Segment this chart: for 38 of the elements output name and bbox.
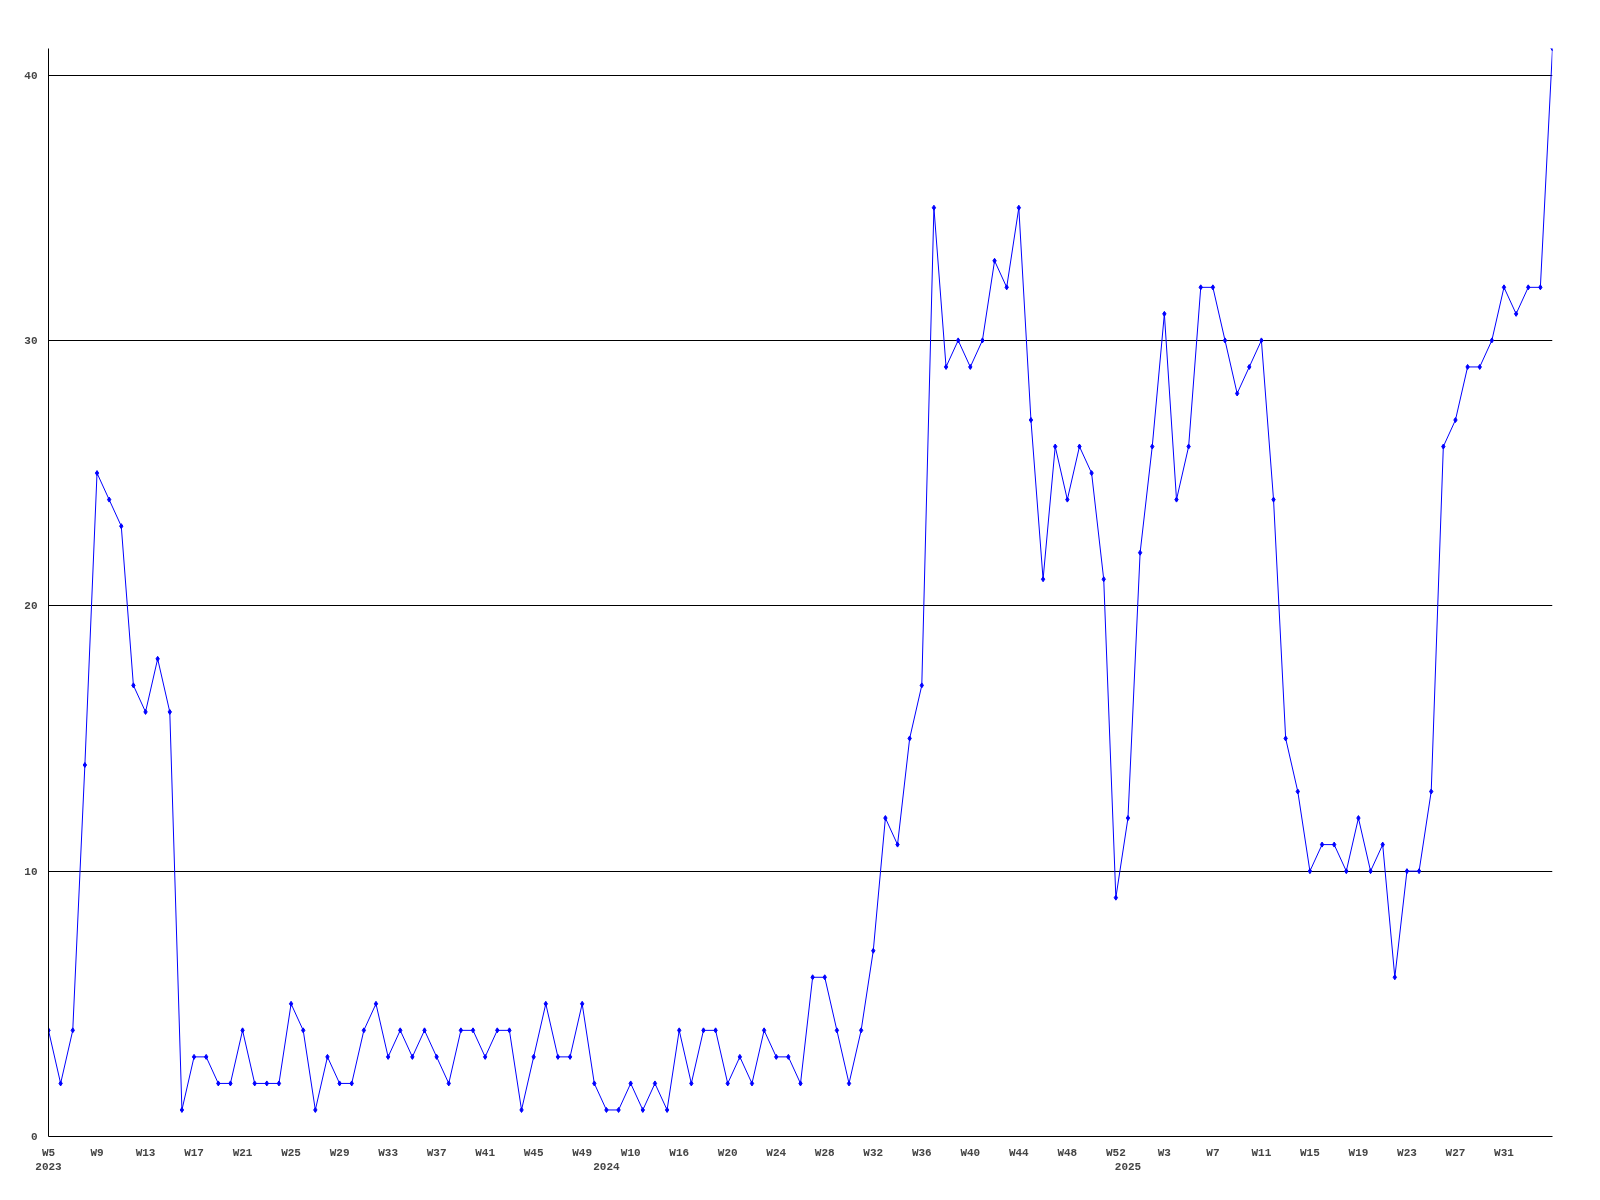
x-tick-label: W31 (1494, 1146, 1515, 1159)
y-tick-label: 40 (24, 69, 38, 82)
y-tick-label: 20 (24, 600, 38, 613)
x-tick-label: W7 (1206, 1146, 1220, 1159)
x-tick-label: W15 (1300, 1146, 1321, 1159)
x-tick-label: W10 (620, 1146, 641, 1159)
x-tick-label: W17 (184, 1146, 204, 1159)
x-tick-label: W3 (1157, 1146, 1172, 1159)
x-tick-label: 2025 (1114, 1160, 1142, 1173)
x-tick-label: W11 (1251, 1146, 1272, 1159)
x-tick-label: W49 (572, 1146, 593, 1159)
x-tick-label: W28 (814, 1146, 836, 1159)
y-tick-label: 30 (24, 334, 38, 347)
x-tick-label: W13 (135, 1146, 156, 1159)
x-tick-label: W27 (1445, 1146, 1466, 1159)
x-tick-label: W20 (717, 1146, 738, 1159)
x-tick-label: W37 (426, 1146, 447, 1159)
x-tick-label: W9 (90, 1146, 104, 1159)
y-tick-label: 0 (30, 1131, 38, 1143)
x-tick-label: W45 (523, 1146, 544, 1159)
y-tick-label: 10 (24, 865, 38, 878)
x-tick-label: W48 (1057, 1146, 1078, 1159)
x-tick-label: W25 (281, 1146, 302, 1159)
x-tick-label: W36 (911, 1146, 932, 1159)
x-tick-label: W16 (669, 1146, 690, 1159)
x-tick-label: W32 (863, 1146, 884, 1159)
x-tick-label: W52 (1105, 1146, 1126, 1159)
x-tick-label: W24 (766, 1146, 787, 1159)
x-tick-label: W19 (1348, 1146, 1369, 1159)
x-tick-label: W41 (475, 1146, 496, 1159)
x-tick-label: W5 2023 (35, 1146, 63, 1173)
x-tick-label: 2024 (593, 1160, 621, 1173)
x-tick-label: W23 (1397, 1146, 1418, 1159)
x-tick-label: W33 (378, 1146, 399, 1159)
x-tick-label: W44 (1008, 1146, 1030, 1159)
x-tick-label: W29 (329, 1146, 350, 1159)
x-tick-label: W21 (232, 1146, 253, 1159)
x-tick-label: W40 (960, 1146, 981, 1159)
